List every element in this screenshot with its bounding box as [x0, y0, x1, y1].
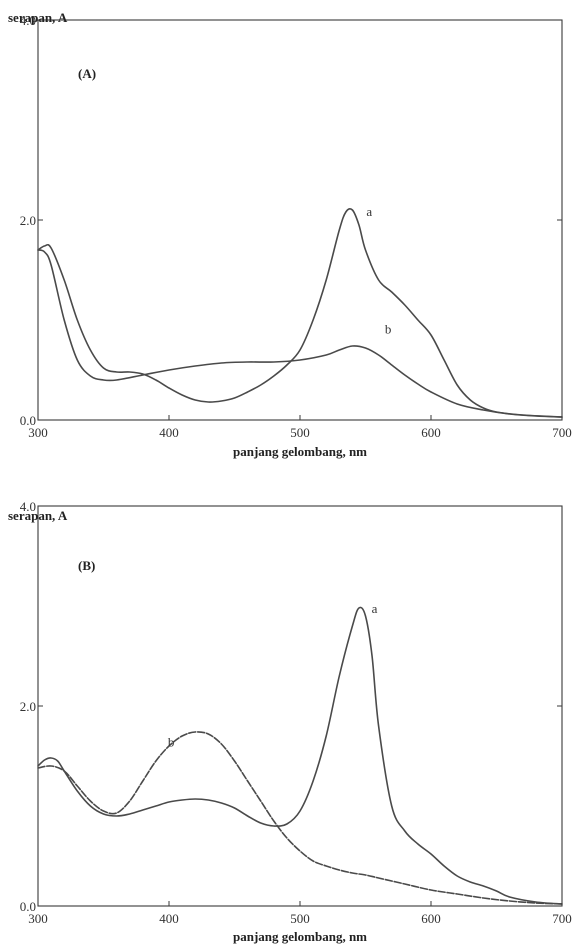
y-tick-label: 0.0 [20, 899, 36, 914]
plot-frame [37, 505, 563, 907]
y-tick-label: 2.0 [20, 213, 36, 228]
chart-panel-a: (A) serapan, A panjang gelombang, nm ab … [8, 10, 572, 459]
panel-label: (A) [78, 66, 96, 81]
series-layer: ab [37, 204, 563, 418]
series-b-line [37, 249, 563, 418]
x-tick-label: 400 [159, 911, 179, 926]
series-a-label: a [372, 601, 378, 616]
panel-label: (B) [78, 558, 95, 573]
x-tick-label: 600 [421, 425, 441, 440]
series-a-label: a [366, 204, 372, 219]
y-axis-title: serapan, A [8, 10, 68, 25]
x-tick-label: 500 [290, 911, 310, 926]
x-tick-label: 700 [552, 911, 572, 926]
chart-panel-b: (B) serapan, A panjang gelombang, nm ab … [8, 499, 572, 944]
y-tick-label: 4.0 [20, 13, 36, 28]
y-tick-label: 0.0 [20, 413, 36, 428]
y-tick-label: 2.0 [20, 699, 36, 714]
x-axis-title: panjang gelombang, nm [233, 929, 367, 944]
x-tick-label: 300 [28, 425, 48, 440]
series-b-label: b [168, 734, 175, 749]
x-tick-label: 400 [159, 425, 179, 440]
y-axis-title: serapan, A [8, 508, 68, 523]
series-b-label: b [385, 322, 392, 337]
tick-layer: 300 400 500 600 700 0.0 2.0 4.0 [20, 13, 572, 440]
tick-layer: 300 400 500 600 700 0.0 2.0 4.0 [20, 499, 572, 926]
series-a-line [37, 208, 563, 418]
x-axis-title: panjang gelombang, nm [233, 444, 367, 459]
y-tick-label: 4.0 [20, 499, 36, 514]
x-tick-label: 600 [421, 911, 441, 926]
series-b-line [37, 731, 563, 905]
x-tick-label: 500 [290, 425, 310, 440]
series-layer: ab [37, 601, 563, 905]
x-tick-label: 300 [28, 911, 48, 926]
series-a-line [37, 606, 563, 905]
x-tick-label: 700 [552, 425, 572, 440]
